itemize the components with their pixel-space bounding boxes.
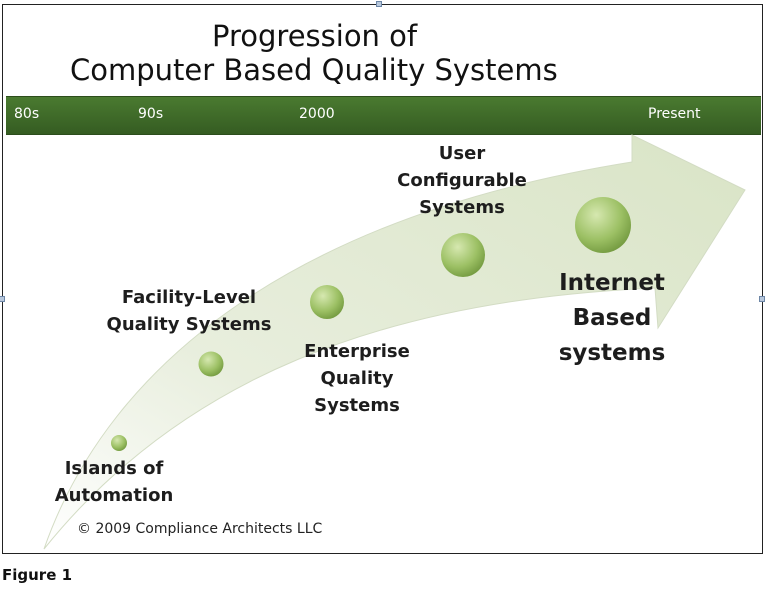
resize-handle-top[interactable] (376, 1, 382, 7)
stage-node-internet (575, 197, 631, 253)
copyright-notice: © 2009 Compliance Architects LLC (77, 521, 323, 537)
stage-label-facility: Facility-Level Quality Systems (106, 287, 272, 335)
timeline-bar: 80s 90s 2000 Present (6, 96, 761, 135)
title-line-2: Computer Based Quality Systems (70, 53, 558, 87)
title-line-1: Progression of (212, 19, 418, 53)
resize-handle-left[interactable] (0, 296, 5, 302)
stage-node-enterprise (310, 285, 344, 319)
resize-handle-right[interactable] (759, 296, 765, 302)
era-label-80s: 80s (14, 106, 40, 122)
stage-label-user-configurable: User Configurable Systems (397, 143, 527, 218)
figure-caption: Figure 1 (2, 566, 73, 584)
stage-label-internet: Internet Based systems (558, 270, 666, 366)
era-label-2000: 2000 (299, 106, 335, 122)
stage-node-islands (111, 435, 127, 451)
stage-label-islands: Islands of Automation (54, 458, 174, 506)
progression-arrow (43, 134, 746, 550)
era-label-90s: 90s (138, 106, 164, 122)
stage-node-facility (198, 351, 224, 377)
stage-label-enterprise: Enterprise Quality Systems (304, 341, 410, 416)
stage-node-user-configurable (441, 233, 485, 277)
era-label-present: Present (648, 106, 701, 122)
